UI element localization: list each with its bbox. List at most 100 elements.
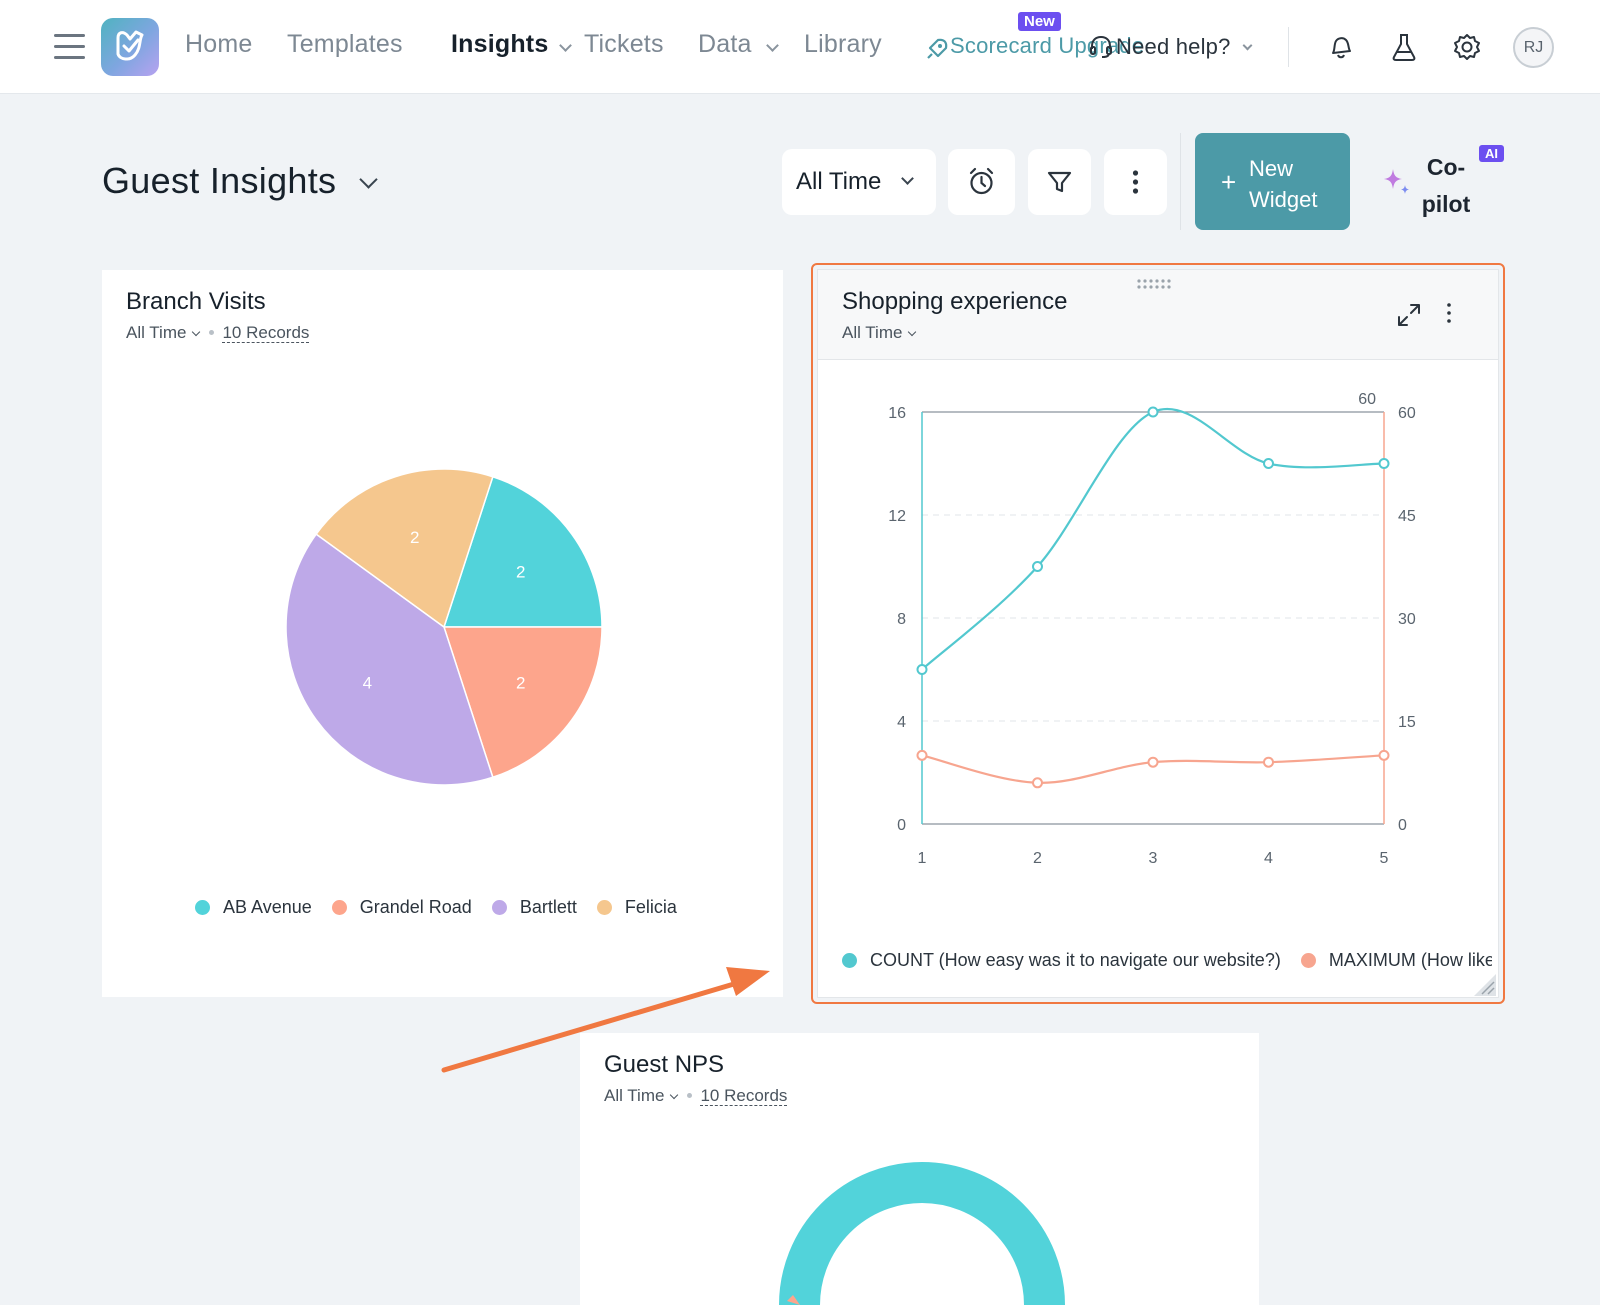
widget-title: Branch Visits bbox=[126, 288, 266, 315]
pie-chart: 2 2 4 2 bbox=[285, 468, 603, 786]
legend-label: COUNT (How easy was it to navigate our w… bbox=[870, 950, 1281, 970]
notifications-bell-icon[interactable] bbox=[1320, 26, 1362, 68]
legend-label: MAXIMUM (How likely a bbox=[1328, 950, 1492, 970]
x-tick-label: 4 bbox=[1264, 850, 1273, 867]
legend-swatch bbox=[195, 900, 210, 915]
guest-nps-widget[interactable]: Guest NPS All Time 10 Records bbox=[580, 1033, 1259, 1305]
data-point[interactable] bbox=[1032, 777, 1043, 789]
legend-label: Bartlett bbox=[519, 897, 577, 917]
schedule-alarm-button[interactable] bbox=[948, 149, 1015, 215]
y-left-tick-label: 4 bbox=[897, 714, 906, 731]
records-link[interactable]: 10 Records bbox=[700, 1086, 788, 1106]
widget-more-icon[interactable] bbox=[1442, 298, 1456, 328]
legend-item[interactable]: Bartlett bbox=[491, 897, 577, 918]
dashboard-switcher-chevron-icon[interactable] bbox=[359, 170, 378, 189]
widget-time-filter[interactable]: All Time bbox=[604, 1086, 665, 1105]
widget-header bbox=[818, 270, 1498, 360]
legend-item[interactable]: AB Avenue bbox=[195, 897, 312, 918]
branch-visits-widget[interactable]: Branch Visits All Time 10 Records 2 2 4 2 AB… bbox=[102, 270, 783, 997]
selected-widget-highlight bbox=[811, 263, 1505, 1004]
legend-item[interactable]: Grandel Road bbox=[331, 897, 472, 918]
legend-swatch bbox=[842, 953, 857, 968]
nav-home[interactable]: Home bbox=[185, 30, 253, 58]
legend-swatch bbox=[1300, 953, 1316, 968]
new-widget-button[interactable]: + New Widget bbox=[1195, 133, 1350, 230]
gauge-detractor-segment bbox=[787, 1295, 800, 1305]
y-right-tick-label: 15 bbox=[1398, 714, 1416, 731]
settings-gear-icon[interactable] bbox=[1446, 26, 1488, 68]
user-avatar[interactable]: RJ bbox=[1513, 27, 1554, 68]
widget-meta: All Time 10 Records bbox=[126, 323, 310, 343]
copilot-button[interactable]: Co- pilot bbox=[1380, 145, 1510, 225]
nav-divider bbox=[1288, 27, 1289, 67]
copilot-label-line2: pilot bbox=[1421, 191, 1471, 217]
gauge-outer-arc bbox=[779, 1162, 1065, 1305]
nav-library[interactable]: Library bbox=[804, 30, 882, 58]
new-widget-label: New Widget bbox=[1249, 153, 1317, 215]
sparkle-icon bbox=[1384, 169, 1409, 194]
nav-templates[interactable]: Templates bbox=[287, 30, 403, 58]
new-widget-label-line2: Widget bbox=[1249, 187, 1318, 212]
y-left-tick-label: 12 bbox=[888, 508, 906, 525]
legend-item[interactable]: MAXIMUM (How likely a bbox=[1300, 950, 1492, 971]
nav-tickets[interactable]: Tickets bbox=[584, 30, 664, 58]
headset-icon bbox=[1090, 35, 1112, 58]
rocket-icon bbox=[927, 38, 948, 59]
widget-time-filter[interactable]: All Time bbox=[842, 323, 903, 342]
data-point[interactable] bbox=[1378, 458, 1390, 469]
time-range-select[interactable]: All Time bbox=[782, 149, 936, 215]
data-chevron-down-icon[interactable] bbox=[766, 39, 779, 52]
resize-handle-icon[interactable] bbox=[1470, 970, 1498, 998]
alarm-clock-icon bbox=[969, 167, 994, 195]
pie-data-label: 2 bbox=[410, 528, 419, 547]
more-vertical-icon bbox=[1132, 170, 1139, 194]
copilot-label-line1: Co- bbox=[1426, 154, 1466, 180]
widget-time-filter[interactable]: All Time bbox=[126, 323, 187, 342]
legend-label: AB Avenue bbox=[223, 897, 312, 917]
line-legend: COUNT (How easy was it to navigate our w… bbox=[842, 950, 1492, 971]
page-title: Guest Insights bbox=[102, 160, 337, 201]
pie-slice-ab-avenue[interactable] bbox=[442, 475, 603, 628]
data-point[interactable] bbox=[1032, 561, 1043, 572]
data-point[interactable] bbox=[1147, 756, 1159, 768]
data-point[interactable] bbox=[916, 749, 928, 761]
legend-item[interactable]: COUNT (How easy was it to navigate our w… bbox=[842, 950, 1281, 971]
time-range-value: All Time bbox=[796, 168, 882, 195]
data-point[interactable] bbox=[1263, 458, 1274, 469]
help-chevron-down-icon[interactable] bbox=[1242, 40, 1253, 51]
widget-meta: All Time 10 Records bbox=[604, 1086, 788, 1106]
app-logo[interactable] bbox=[101, 18, 159, 76]
nps-gauge-chart bbox=[779, 1162, 1065, 1305]
y-left-tick-label: 16 bbox=[888, 405, 906, 422]
legend-swatch bbox=[331, 900, 347, 915]
drag-handle-icon[interactable] bbox=[1136, 278, 1178, 292]
copilot-label: Co- pilot bbox=[1416, 149, 1476, 223]
ai-badge: AI bbox=[1479, 145, 1504, 162]
menu-icon[interactable] bbox=[54, 34, 85, 59]
shopping-experience-widget[interactable]: Shopping experience All Time 0 4 8 12 16 0 15 3… bbox=[817, 269, 1499, 998]
data-point[interactable] bbox=[1263, 756, 1274, 768]
pie-slice-grandel-road[interactable] bbox=[442, 626, 603, 779]
records-link[interactable]: 10 Records bbox=[222, 323, 310, 343]
pie-data-label: 2 bbox=[516, 674, 525, 693]
x-tick-label: 5 bbox=[1380, 850, 1389, 867]
nav-data[interactable]: Data bbox=[698, 30, 752, 58]
more-options-button[interactable] bbox=[1104, 149, 1167, 215]
data-point[interactable] bbox=[916, 664, 928, 675]
data-point[interactable] bbox=[1378, 749, 1390, 761]
data-point[interactable] bbox=[1147, 406, 1159, 418]
filter-button[interactable] bbox=[1028, 149, 1091, 215]
help-menu[interactable]: Need help? bbox=[1116, 34, 1231, 59]
nav-insights[interactable]: Insights bbox=[451, 30, 549, 58]
x-tick-label: 1 bbox=[918, 850, 927, 867]
legend-swatch bbox=[491, 900, 507, 915]
insights-chevron-down-icon[interactable] bbox=[559, 39, 572, 52]
pie-slice-felicia[interactable] bbox=[315, 468, 494, 629]
pie-slice-bartlett[interactable] bbox=[285, 533, 494, 786]
pie-legend: AB Avenue Grandel Road Bartlett Felicia bbox=[195, 897, 697, 918]
chevron-down-icon bbox=[901, 172, 914, 185]
lab-flask-icon[interactable] bbox=[1383, 26, 1425, 68]
expand-icon[interactable] bbox=[1394, 300, 1424, 330]
legend-item[interactable]: Felicia bbox=[596, 897, 677, 918]
